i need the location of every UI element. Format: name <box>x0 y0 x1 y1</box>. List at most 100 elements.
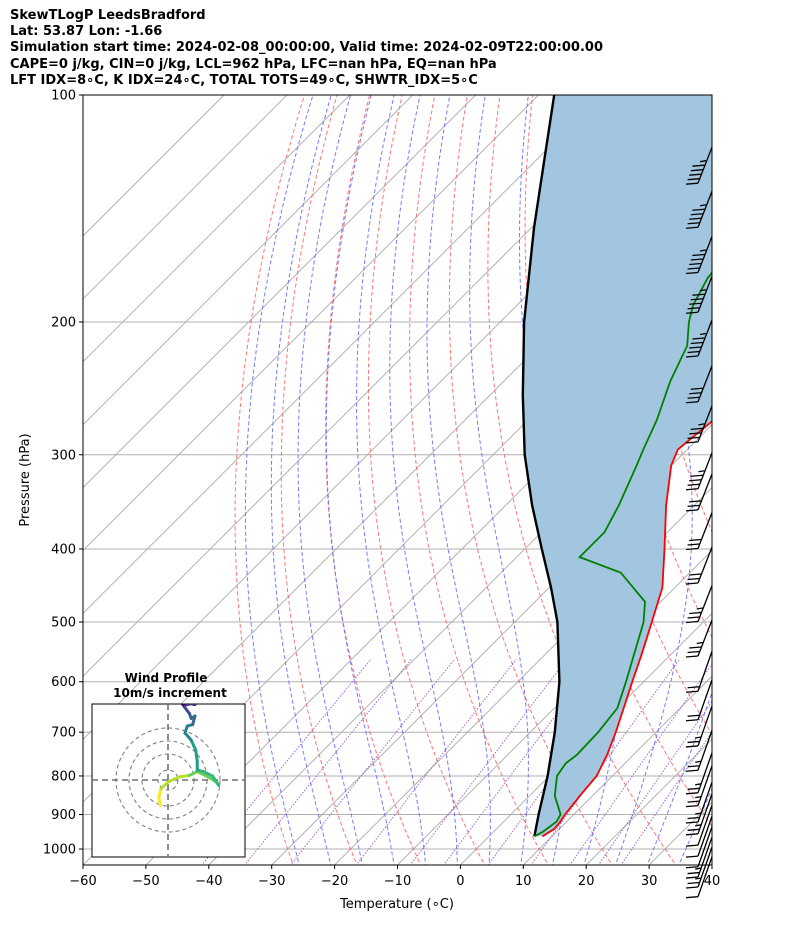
wind-barb-half-flag <box>696 641 703 645</box>
wind-barb <box>685 365 713 404</box>
y-tick-label: 200 <box>51 315 76 330</box>
wind-barb-flag <box>689 173 702 176</box>
wind-barb <box>685 319 713 358</box>
wind-barb <box>685 236 713 275</box>
isotherm-line <box>772 78 794 868</box>
wind-barb <box>685 856 713 899</box>
wind-barb-flag <box>687 483 700 486</box>
wind-barb-flag <box>692 253 705 257</box>
wind-barb-flag <box>685 690 699 693</box>
wind-barb-flag <box>687 267 700 270</box>
hodograph-segment <box>159 780 171 790</box>
wind-barb <box>685 473 713 512</box>
hodograph-subtitle: 10m/s increment <box>113 686 227 700</box>
wind-barb-flag <box>685 271 699 275</box>
chart-title: SkewTLogP LeedsBradford <box>10 8 206 23</box>
dry-adiabat <box>367 95 486 865</box>
wind-barb-half-flag <box>696 607 703 610</box>
wind-barb-staff <box>697 826 713 867</box>
mixing-ratio-line <box>289 658 456 865</box>
hodograph-segment <box>185 704 197 707</box>
parcel-profile-line <box>521 95 561 837</box>
wind-barb <box>685 804 713 847</box>
wind-barb-flag <box>685 488 699 491</box>
wind-barb-flag <box>685 844 699 847</box>
wind-barb-flag <box>687 765 700 768</box>
profile-lines <box>521 95 712 838</box>
x-tick-label: −60 <box>69 874 96 889</box>
wind-barb-half-flag <box>695 824 702 827</box>
wind-barb-staff <box>697 585 713 622</box>
wind-barb-half-flag <box>695 867 702 870</box>
wind-barb-flag <box>687 222 700 225</box>
wind-barb-staff <box>697 319 713 357</box>
wind-barb <box>685 651 713 693</box>
wind-barb-staff <box>697 619 713 657</box>
wind-barb <box>685 619 713 658</box>
wind-barb-flag <box>685 855 699 858</box>
wind-barb-flag <box>689 500 702 503</box>
dewpoint-line <box>533 271 712 838</box>
wind-barb-flag <box>685 719 699 722</box>
wind-barb-staff <box>697 405 713 443</box>
wind-barb-flag <box>690 169 703 172</box>
hodograph-segment <box>183 731 193 742</box>
wind-barb-staff <box>697 236 713 273</box>
dry-adiabat <box>759 78 794 868</box>
wind-barb-flag <box>685 401 699 404</box>
wind-barb-flag <box>689 217 702 220</box>
wind-barb-flag <box>687 577 700 581</box>
wind-barb-flag <box>685 821 699 824</box>
wind-barb-flag <box>685 355 699 358</box>
hodograph-inset: Wind Profile 10m/s increment <box>91 671 246 858</box>
wind-barb-flag <box>692 337 705 340</box>
wind-barbs <box>685 146 713 899</box>
y-axis-label: Pressure (hPa) <box>18 433 33 526</box>
wind-barb-staff <box>697 512 713 549</box>
wind-barb-flag <box>690 258 703 261</box>
mixing-ratio-line <box>244 658 412 865</box>
wind-barb-flag <box>685 582 699 585</box>
wind-barb-staff <box>697 651 713 692</box>
moist-adiabat <box>469 95 529 865</box>
wind-barb-flag <box>687 714 700 717</box>
dry-adiabat <box>280 95 358 865</box>
wind-barb-flag <box>690 213 703 216</box>
hodograph-segment <box>167 775 182 784</box>
wind-barb-flag <box>687 787 700 790</box>
wind-barb <box>685 705 713 748</box>
wind-barb <box>685 793 713 836</box>
hodograph-segment <box>194 748 199 764</box>
hodograph-segment <box>189 738 198 752</box>
wind-barb-staff <box>697 276 713 313</box>
cape-shading <box>522 95 712 837</box>
wind-barb <box>685 146 713 185</box>
hodograph-segment <box>179 704 185 707</box>
hodograph-segment <box>178 773 192 779</box>
wind-barb <box>685 826 713 869</box>
moist-adiabat <box>270 95 332 865</box>
wind-barb <box>685 585 713 624</box>
y-tick-label: 400 <box>51 542 76 557</box>
wind-barb-flag <box>689 262 702 266</box>
chart-header: SkewTLogP LeedsBradford Lat: 53.87 Lon: … <box>10 8 603 89</box>
x-tick-label: −30 <box>258 874 285 889</box>
wind-barb-flag <box>685 509 699 512</box>
dry-adiabat <box>409 95 549 865</box>
wind-barb <box>685 836 713 879</box>
hodograph-segment <box>211 774 221 787</box>
instability-parameters: CAPE=0 j/kg, CIN=0 j/kg, LCL=962 hPa, LF… <box>10 56 497 72</box>
wind-barb <box>685 679 713 722</box>
wind-barb-half-flag <box>695 736 702 739</box>
wind-barb-flag <box>689 302 702 305</box>
isotherm-line <box>396 549 712 865</box>
x-tick-label: 10 <box>515 874 532 889</box>
wind-barb-flag <box>687 543 700 546</box>
wind-barb-flag <box>689 611 702 615</box>
x-axis-label: Temperature (∘C) <box>339 897 454 912</box>
x-tick-label: −40 <box>195 874 222 889</box>
hodograph-title: Wind Profile <box>125 671 208 685</box>
wind-barb-flag <box>685 866 699 869</box>
wind-barb-flag <box>687 616 700 619</box>
moist-adiabat <box>325 95 395 865</box>
